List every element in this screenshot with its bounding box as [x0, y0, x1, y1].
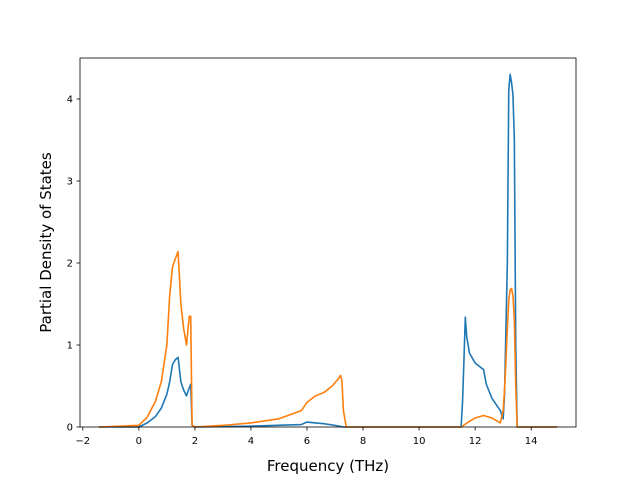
y-tick-label: 2 — [67, 259, 73, 270]
x-tick-label: 6 — [304, 436, 310, 447]
plot-area — [79, 57, 577, 428]
x-tick-label: 10 — [413, 436, 426, 447]
y-tick-label: 4 — [67, 95, 73, 106]
axes-frame — [79, 57, 577, 428]
x-tick-label: 8 — [360, 436, 366, 447]
y-tick-label: 1 — [67, 341, 73, 352]
x-tick-label: 0 — [136, 436, 142, 447]
x-tick-label: −2 — [75, 436, 90, 447]
series-line-1 — [98, 73, 558, 428]
x-axis-ticks: −2 0 2 4 6 8 10 12 14 — [75, 427, 538, 447]
x-tick-label: 2 — [192, 436, 198, 447]
x-tick-label: 14 — [525, 436, 538, 447]
x-tick-label: 4 — [248, 436, 254, 447]
y-tick-label: 0 — [67, 423, 73, 434]
y-axis-ticks: 0 1 2 3 4 — [67, 95, 80, 434]
y-axis-title: Partial Density of States — [37, 152, 55, 333]
x-tick-label: 12 — [469, 436, 482, 447]
series-line-2 — [98, 250, 558, 428]
series-layer — [98, 73, 558, 428]
x-axis-title: Frequency (THz) — [267, 457, 389, 475]
y-tick-label: 3 — [67, 177, 73, 188]
